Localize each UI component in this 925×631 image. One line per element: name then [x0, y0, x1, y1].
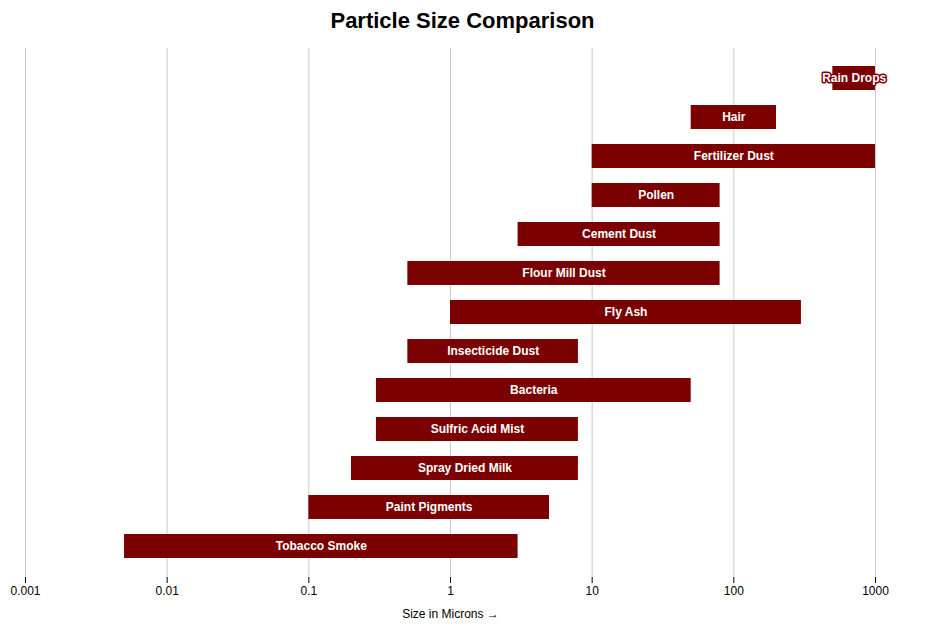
svg-text:Insecticide Dust: Insecticide Dust — [447, 344, 539, 358]
svg-text:Flour Mill Dust: Flour Mill Dust — [522, 266, 605, 280]
svg-text:Bacteria: Bacteria — [510, 383, 558, 397]
svg-text:Tobacco Smoke: Tobacco Smoke — [276, 539, 367, 553]
svg-text:Paint Pigments: Paint Pigments — [386, 500, 473, 514]
svg-text:0.1: 0.1 — [300, 584, 317, 598]
svg-text:Size in Microns →: Size in Microns → — [402, 607, 499, 621]
svg-text:Pollen: Pollen — [638, 188, 674, 202]
svg-text:Fly Ash: Fly Ash — [605, 305, 648, 319]
svg-text:1000: 1000 — [862, 584, 889, 598]
svg-text:Spray Dried Milk: Spray Dried Milk — [418, 461, 512, 475]
svg-text:Fertilizer Dust: Fertilizer Dust — [694, 149, 774, 163]
svg-text:Rain Drops: Rain Drops — [822, 71, 886, 85]
svg-text:1: 1 — [447, 584, 454, 598]
svg-text:Cement Dust: Cement Dust — [582, 227, 656, 241]
svg-text:0.001: 0.001 — [10, 584, 40, 598]
svg-text:10: 10 — [585, 584, 599, 598]
svg-text:Sulfric Acid Mist: Sulfric Acid Mist — [431, 422, 525, 436]
svg-text:0.01: 0.01 — [155, 584, 179, 598]
svg-text:100: 100 — [724, 584, 744, 598]
html-text:Particle Size Comparison: Particle Size Comparison — [330, 8, 595, 33]
svg-text:Hair: Hair — [722, 110, 746, 124]
